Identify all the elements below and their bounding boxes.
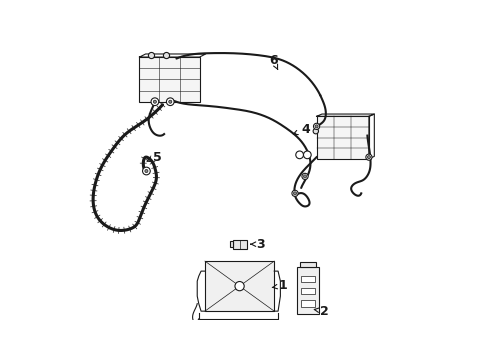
Circle shape — [292, 190, 298, 197]
Circle shape — [167, 98, 174, 105]
Text: 3: 3 — [251, 238, 265, 251]
Circle shape — [296, 151, 303, 159]
Circle shape — [235, 282, 244, 291]
Text: 2: 2 — [314, 305, 329, 318]
Bar — [300, 262, 316, 266]
Text: 6: 6 — [269, 54, 278, 69]
Circle shape — [302, 173, 308, 180]
Text: 5: 5 — [147, 150, 162, 164]
Circle shape — [164, 53, 170, 59]
Bar — [140, 57, 199, 102]
Circle shape — [303, 151, 311, 159]
Bar — [297, 266, 319, 314]
Bar — [301, 300, 315, 306]
Circle shape — [151, 98, 159, 105]
Bar — [205, 261, 274, 311]
Bar — [317, 116, 369, 159]
Bar — [301, 288, 315, 294]
Bar — [301, 276, 315, 282]
Circle shape — [153, 100, 156, 103]
Circle shape — [294, 192, 296, 195]
Text: 1: 1 — [272, 279, 287, 292]
Circle shape — [314, 123, 319, 130]
Circle shape — [143, 167, 150, 175]
Circle shape — [315, 125, 318, 128]
Bar — [233, 239, 247, 249]
Circle shape — [169, 100, 172, 103]
Circle shape — [303, 175, 307, 178]
Circle shape — [366, 154, 372, 160]
Circle shape — [368, 156, 370, 159]
Circle shape — [145, 170, 148, 172]
Circle shape — [313, 129, 318, 134]
Text: 4: 4 — [294, 123, 310, 136]
Circle shape — [148, 53, 154, 59]
Bar — [229, 241, 233, 247]
